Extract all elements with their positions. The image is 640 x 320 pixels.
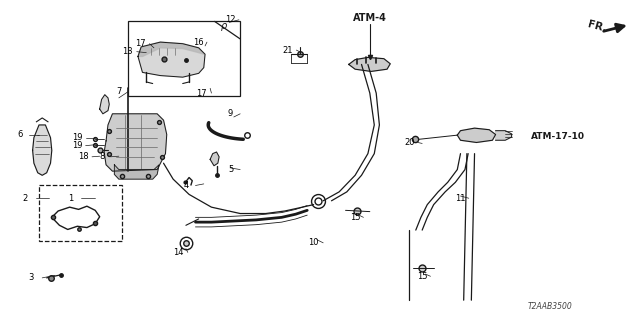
Polygon shape [210,152,219,166]
Text: 16: 16 [193,38,204,47]
Text: 19: 19 [72,133,83,142]
Text: 14: 14 [173,248,184,257]
Polygon shape [349,57,390,71]
Text: 15: 15 [417,272,428,281]
Polygon shape [138,42,204,56]
Text: 9: 9 [228,109,233,118]
Text: 20: 20 [404,138,415,147]
Text: 17: 17 [134,39,145,48]
Polygon shape [115,165,159,179]
Text: 2: 2 [22,194,28,203]
Text: 21: 21 [283,45,293,55]
Text: 1: 1 [68,194,74,203]
Polygon shape [100,95,109,114]
Text: ATM-4: ATM-4 [353,13,387,23]
Polygon shape [495,131,511,140]
Text: 3: 3 [29,273,34,282]
Text: 4: 4 [183,181,189,190]
Bar [129,21,240,96]
Text: ATM-17-10: ATM-17-10 [531,132,585,140]
Polygon shape [138,42,205,77]
Text: 15: 15 [350,213,360,222]
Bar [39,185,122,241]
Text: 8: 8 [99,152,104,161]
Text: 10: 10 [308,238,319,247]
Text: ρ: ρ [221,21,227,31]
Text: 17: 17 [196,89,207,98]
Text: 6: 6 [17,130,22,139]
Text: FR.: FR. [587,20,608,34]
Text: 11: 11 [455,194,466,203]
Polygon shape [33,125,52,175]
Polygon shape [458,128,495,142]
Text: 12: 12 [225,15,236,24]
Text: 7: 7 [116,87,122,96]
Text: T2AAB3500: T2AAB3500 [527,302,572,311]
Text: 5: 5 [228,165,233,174]
Text: 13: 13 [122,47,132,56]
Text: 18: 18 [79,152,89,161]
Polygon shape [104,114,167,171]
Text: 19: 19 [72,141,83,150]
